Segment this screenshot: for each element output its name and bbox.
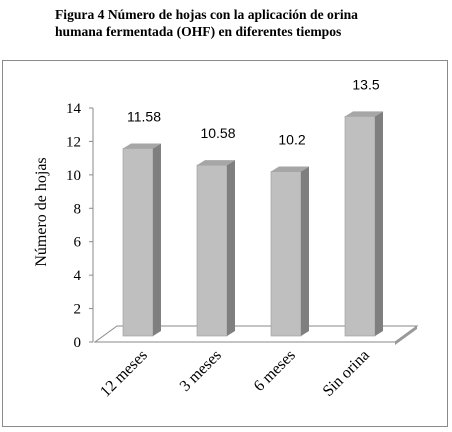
y-tick-label: 4 [74,268,82,284]
x-tick-label: Sin orina [320,347,373,400]
bar-front [270,171,302,337]
bar-top [197,160,235,166]
x-axis-labels: 12 meses 3 meses 6 meses Sin orina [97,347,373,401]
y-axis-title: Número de hojas [33,157,50,266]
bar-side [153,143,161,336]
bars [122,111,383,337]
bar-top [345,111,383,117]
y-tick-label: 0 [74,335,82,351]
floor-edge [395,326,417,345]
y-tick-label: 12 [66,134,81,150]
data-label: 10.2 [278,132,305,148]
chart-frame [2,60,448,427]
caption-line-2: humana fermentada (OHF) en diferentes ti… [55,24,342,39]
bar [344,111,383,337]
x-tick-label: 3 meses [177,347,225,395]
bar-side [227,160,235,336]
y-tick-label: 8 [74,201,82,217]
bar-side [375,111,383,336]
y-tick-label: 2 [74,302,82,318]
y-axis: 0 2 4 6 8 10 12 14 [66,101,94,351]
data-label: 10.58 [200,125,235,141]
data-label: 11.58 [127,108,161,124]
bar [122,143,161,337]
caption-line-1: Figura 4 Número de hojas con la aplicaci… [55,7,358,22]
y-tick-label: 10 [66,168,81,184]
x-tick-label: 6 meses [251,347,299,395]
bar [196,160,235,337]
data-labels: 11.58 10.58 10.2 13.5 [127,76,380,147]
bar-top [123,143,161,149]
y-tick-label: 14 [66,101,82,117]
x-tick-label: 12 meses [97,347,151,401]
chart-floor [93,325,419,345]
bar-front [122,148,154,337]
data-label: 13.5 [352,76,379,92]
bar-side [301,166,309,336]
bar [270,166,309,337]
figure-caption: Figura 4 Número de hojas con la aplicaci… [55,6,435,40]
bar-front [196,164,228,337]
y-tick-label: 6 [74,235,82,251]
bar-front [344,116,376,337]
bar-top [271,166,309,172]
